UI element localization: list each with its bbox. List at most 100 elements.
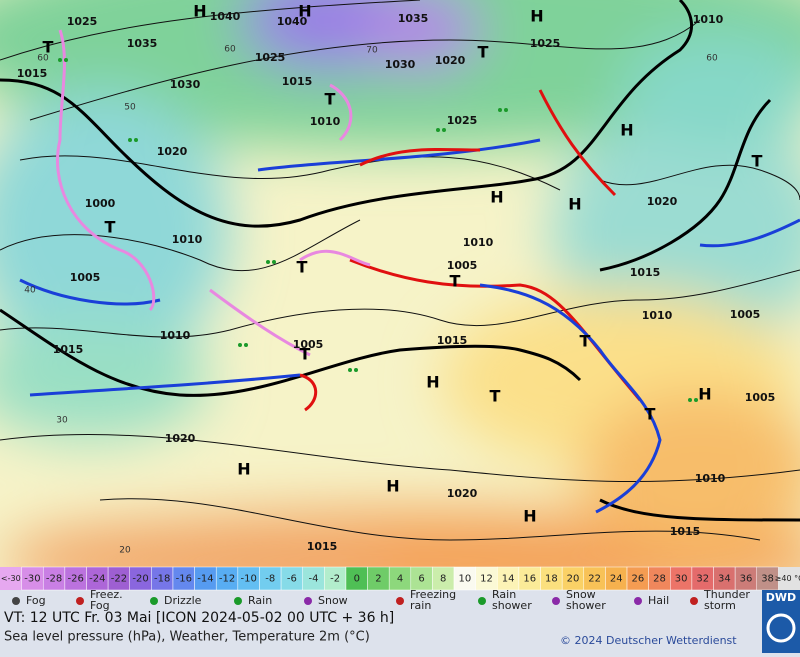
isobar-label: 1015 [53,343,84,356]
scale-label: 26 [631,574,644,585]
grid-label: 20 [119,546,131,556]
scale-label: ≥40 °C [775,574,800,583]
scale-label: -16 [176,574,192,585]
isobar-label: 1010 [695,472,726,485]
isobar-label: 1005 [293,338,324,351]
isobar-label: 1010 [693,13,724,26]
symbol-label: Snow shower [566,588,606,612]
pressure-center: H [193,2,206,21]
isobars-main [0,0,800,522]
grid-label: 60 [37,54,49,64]
grid-label: 40 [24,286,36,296]
symbol-icon [150,597,158,605]
isobar-label: 1020 [647,195,678,208]
symbol-label: Hail [648,594,669,607]
isobar-label: 1015 [670,525,701,538]
description: Sea level pressure (hPa), Weather, Tempe… [4,630,370,645]
scale-label: 32 [696,574,709,585]
scale-label: 22 [588,574,601,585]
scale-label: -12 [219,574,235,585]
scale-label: 38 [761,574,774,585]
logo: DWD [766,591,796,604]
pressure-center: T [580,332,591,351]
scale-label: 0 [354,574,360,585]
pressure-center: H [523,507,536,526]
fronts [19,29,800,514]
pressure-center: H [568,195,581,214]
isobar-label: 1040 [277,15,308,28]
isobar-label: 1005 [730,308,761,321]
isobar-label: 1000 [85,197,116,210]
valid-time: VT: 12 UTC Fr. 03 Mai [ICON 2024-05-02 0… [4,610,394,626]
symbol-icon [478,597,486,605]
isobar-label: 1010 [172,233,203,246]
isobar-label: 1040 [210,10,241,23]
scale-label: 14 [502,574,515,585]
isobar-label: 1015 [630,266,661,279]
isobar-label: 1020 [165,432,196,445]
isobar-label: 1015 [17,67,48,80]
pressure-center: H [426,373,439,392]
isobar-label: 1005 [70,271,101,284]
symbol-label: Rain [248,594,272,607]
symbol-icon [396,597,404,605]
isobar-label: 1025 [530,37,561,50]
pressure-center: T [752,152,763,171]
isobar-label: 1025 [255,51,286,64]
pressure-center: H [530,7,543,26]
isobar-label: 1025 [67,15,98,28]
isobar-label: 1010 [642,309,673,322]
scale-label: 16 [523,574,536,585]
scale-label: 4 [397,574,403,585]
scale-label: -14 [197,574,213,585]
scale-label: -26 [68,574,84,585]
scale-label: -24 [89,574,105,585]
scale-label: 34 [718,574,731,585]
scale-label: -10 [240,574,256,585]
isobar-label: 1010 [463,236,494,249]
isobar-label: 1025 [447,114,478,127]
pressure-center: H [298,2,311,21]
pressure-center: H [386,477,399,496]
scale-label: 28 [653,574,666,585]
scale-label: 2 [375,574,381,585]
scale-label: 18 [545,574,558,585]
scale-label: 12 [480,574,493,585]
isobar-label: 1020 [435,54,466,67]
pressure-center: T [43,38,54,57]
scale-label: -28 [46,574,62,585]
weather-symbols [58,58,698,402]
symbol-label: Fog [26,594,46,607]
pressure-center: T [105,218,116,237]
scale-label: -2 [330,574,340,585]
scale-label: -6 [287,574,297,585]
symbol-label: Rain shower [492,588,532,612]
isobar-label: 1015 [437,334,468,347]
grid-label: 70 [366,46,378,56]
isobar-label: 1035 [398,12,429,25]
pressure-center: T [490,387,501,406]
symbol-icon [552,597,560,605]
scale-label: -30 [24,574,40,585]
pressure-center: T [450,272,461,291]
scale-label: -20 [132,574,148,585]
isobar-label: 1030 [170,78,201,91]
isobar-label: 1015 [282,75,313,88]
symbol-icon [76,597,84,605]
symbol-icon [12,597,20,605]
copyright: © 2024 Deutscher Wetterdienst [560,634,737,647]
pressure-center: H [490,188,503,207]
map-area: 1025 1040 1040 1035 1010 1035 1025 1030 1020 1025… [0,0,800,567]
isobar-label: 1005 [447,259,478,272]
pressure-center: T [325,90,336,109]
pressure-center: T [478,43,489,62]
scale-label: 20 [567,574,580,585]
isobar-label: 1020 [447,487,478,500]
pressure-center: H [237,460,250,479]
isobar-label: 1010 [310,115,341,128]
scale-label: 24 [610,574,623,585]
symbol-label: Snow [318,594,348,607]
isobar-label: 1020 [157,145,188,158]
